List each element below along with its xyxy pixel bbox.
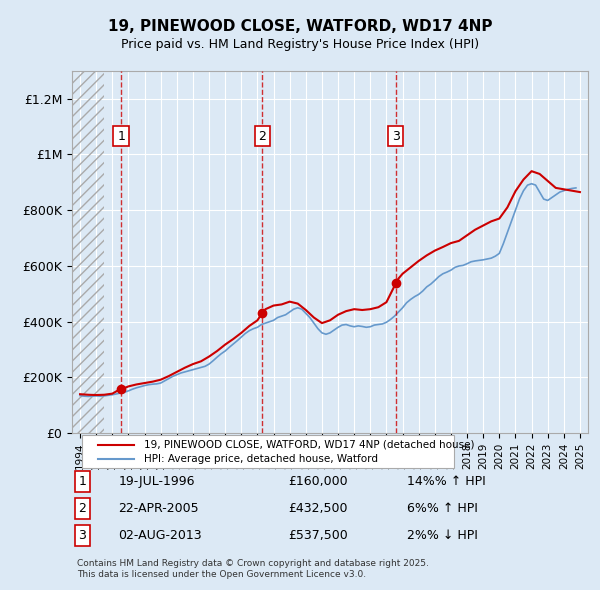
Text: 1: 1 [79,475,86,488]
Text: 19, PINEWOOD CLOSE, WATFORD, WD17 4NP (detached house): 19, PINEWOOD CLOSE, WATFORD, WD17 4NP (d… [144,440,475,450]
Text: 02-AUG-2013: 02-AUG-2013 [118,529,202,542]
Text: Contains HM Land Registry data © Crown copyright and database right 2025.
This d: Contains HM Land Registry data © Crown c… [77,559,429,579]
Text: 3: 3 [392,130,400,143]
Text: 1: 1 [117,130,125,143]
Text: HPI: Average price, detached house, Watford: HPI: Average price, detached house, Watf… [144,454,378,464]
Text: 3: 3 [79,529,86,542]
Text: 2: 2 [79,502,86,515]
Text: 22-APR-2005: 22-APR-2005 [118,502,199,515]
Text: £432,500: £432,500 [289,502,348,515]
Text: 2: 2 [259,130,266,143]
Text: £160,000: £160,000 [289,475,349,488]
Text: 14%% ↑ HPI: 14%% ↑ HPI [407,475,486,488]
Text: 6%% ↑ HPI: 6%% ↑ HPI [407,502,478,515]
Text: Price paid vs. HM Land Registry's House Price Index (HPI): Price paid vs. HM Land Registry's House … [121,38,479,51]
Text: £537,500: £537,500 [289,529,349,542]
Text: 19, PINEWOOD CLOSE, WATFORD, WD17 4NP: 19, PINEWOOD CLOSE, WATFORD, WD17 4NP [108,19,492,34]
Text: 2%% ↓ HPI: 2%% ↓ HPI [407,529,478,542]
FancyBboxPatch shape [82,435,454,468]
Text: 19-JUL-1996: 19-JUL-1996 [118,475,195,488]
